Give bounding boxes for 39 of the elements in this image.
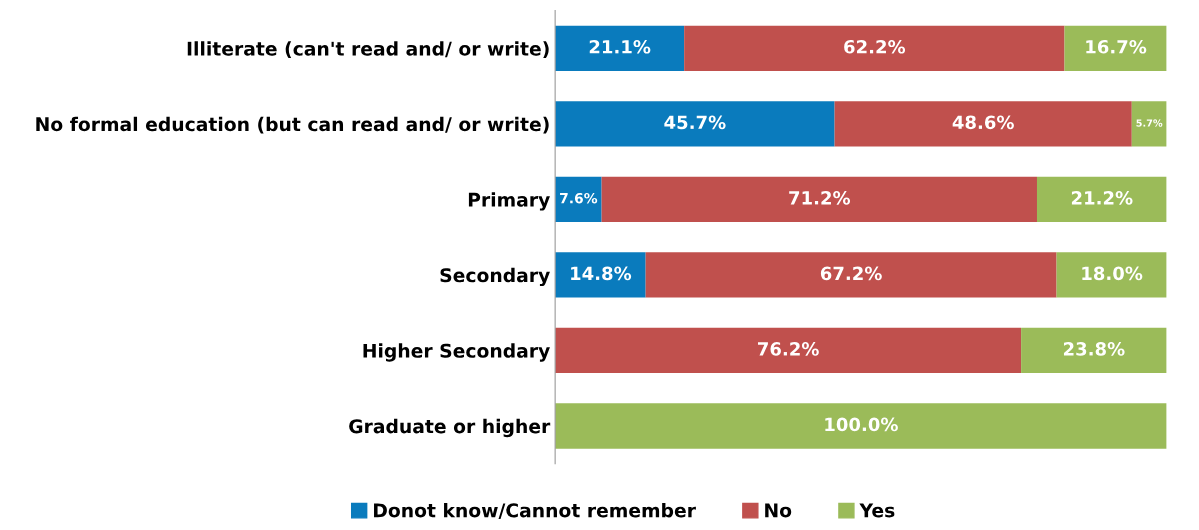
bar (1131, 101, 1167, 147)
bar (684, 25, 1065, 72)
data-label: 14.8% (571, 266, 632, 281)
data-label: 7.6% (560, 192, 598, 204)
bar (555, 252, 646, 298)
bar (555, 327, 1022, 374)
data-label: 16.7% (1086, 39, 1147, 54)
legend-label: Yes (859, 503, 895, 518)
data-label: 62.2% (844, 39, 906, 54)
bar (834, 101, 1132, 147)
data-label: 71.2% (789, 190, 851, 205)
bar (1064, 25, 1167, 72)
data-label: 76.2% (758, 342, 819, 356)
y-tick-label: Illiterate (can't read and/ or write) (187, 41, 549, 58)
y-tick-label: Primary (468, 192, 550, 211)
legend-label: Donot know/Cannot remember (374, 502, 696, 519)
bar (555, 101, 835, 147)
bar (1056, 252, 1167, 298)
data-label: 48.6% (952, 115, 1014, 130)
bar (1036, 176, 1167, 223)
data-label: 45.7% (664, 115, 726, 130)
legend-label: No (765, 503, 792, 518)
data-label: 100.0% (825, 417, 898, 432)
bar (555, 403, 1167, 449)
data-label: 21.1% (589, 39, 651, 54)
data-label: 23.8% (1063, 342, 1125, 356)
bar (645, 252, 1057, 298)
y-tick-label: No formal education (but can read and/ or write) (36, 116, 549, 134)
bar (555, 25, 685, 72)
data-label: 21.2% (1071, 190, 1133, 205)
bar (1021, 327, 1167, 374)
data-label: 67.2% (820, 266, 882, 281)
y-tick-label: Graduate or higher (349, 418, 551, 438)
data-label: 18.0% (1082, 266, 1143, 281)
bar (555, 176, 602, 223)
y-tick-label: Secondary (440, 267, 550, 287)
data-label: 5.7% (1136, 119, 1163, 127)
bar (601, 176, 1037, 223)
y-tick-label: Higher Secondary (363, 343, 550, 362)
